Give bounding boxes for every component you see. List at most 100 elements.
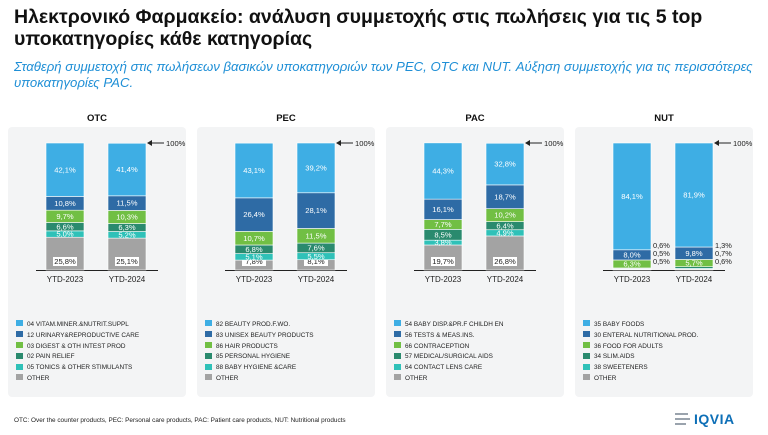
legend-item: 36 FOOD FOR ADULTS [583, 341, 755, 353]
legend-swatch [16, 331, 23, 338]
chart-panel-nut: NUT 6,3% 8,0% 84,1% 0,6% 0,5% 0,5% YTD-2023 5,7… [575, 113, 755, 397]
legend-label: 64 CONTACT LENS CARE [405, 364, 483, 372]
legend-swatch [583, 341, 590, 348]
data-label: 10,8% [54, 199, 76, 208]
iqvia-logo: IQVIA [675, 411, 735, 427]
data-label: 10,3% [116, 213, 138, 222]
legend-swatch [394, 363, 401, 370]
x-tick-label: YTD-2023 [47, 275, 84, 284]
data-label-bg [431, 257, 455, 266]
data-label: 8,5% [434, 230, 452, 239]
legend-label: 66 CONTRACEPTION [405, 342, 470, 350]
data-label: 16,1% [432, 205, 454, 214]
data-label: 5,5% [307, 252, 325, 261]
data-label: 41,4% [116, 165, 138, 174]
chart-panel-pec: PEC 7,8% 5,1% 6,8% 10,7% 26,4% 43,1% YTD-2023 8… [197, 113, 377, 397]
data-label: 11,5% [306, 231, 327, 240]
bar-segment [485, 142, 525, 186]
legend-item: OTHER [205, 374, 377, 385]
legend-label: 86 HAIR PRODUCTS [216, 342, 278, 350]
legend-item: OTHER [394, 374, 566, 385]
legend-swatch [205, 363, 212, 370]
legend-swatch [394, 374, 401, 381]
legend-label: 85 PERSONAL HYGIENE [216, 353, 290, 361]
legend-item: 35 BABY FOODS [583, 320, 755, 331]
legend-label: 56 TESTS & MEAS.INS. [405, 331, 475, 339]
stacked-bar-chart-pec: 7,8%5,1%6,8% 10,7% 26,4% 43,1% YTD-2023 8,1%5… [225, 139, 375, 284]
data-label: 84,1% [621, 192, 643, 201]
data-label-bg [53, 257, 77, 266]
legend-swatch [16, 352, 23, 359]
legend-swatch [205, 374, 212, 381]
legend-swatch [583, 320, 590, 327]
data-label: 10,7% [243, 234, 265, 243]
legend-swatch [16, 363, 23, 370]
bar-segment [107, 142, 147, 197]
top-label: 100% [355, 139, 375, 148]
data-label: 6,3% [118, 223, 136, 232]
legend-swatch [394, 341, 401, 348]
legend-label: 34 SLIM.AIDS [594, 353, 635, 361]
data-label: 0,6% [653, 241, 670, 250]
data-label: 42,1% [54, 165, 76, 174]
stacked-bar-chart-otc: 25,8% 5,0%6,6%9,7% 10,8% 42,1% YTD-2023 25,1%… [36, 139, 186, 284]
legend-label: 57 MEDICAL/SURGICAL AIDS [405, 353, 493, 361]
legend-swatch [16, 320, 23, 327]
top-label: 100% [544, 139, 564, 148]
top-arrow-head [714, 140, 719, 146]
data-label: 44,3% [432, 167, 454, 176]
legend-item: OTHER [16, 374, 188, 385]
legend-swatch [394, 320, 401, 327]
legend-item: 57 MEDICAL/SURGICAL AIDS [394, 352, 566, 363]
data-label: 1,3% [715, 241, 732, 250]
page-subtitle: Σταθερή συμμετοχή στις πωλήσεων βασικών … [14, 59, 753, 90]
legend-item: 82 BEAUTY PROD.F.WO. [205, 320, 377, 331]
legend-item: 30 ENTERAL NUTRITIONAL PROD. [583, 331, 755, 342]
data-label: 26,4% [243, 210, 265, 219]
logo-text: IQVIA [694, 411, 735, 427]
x-tick-label: YTD-2024 [109, 275, 146, 284]
legend-label: 30 ENTERAL NUTRITIONAL PROD. [594, 331, 699, 339]
legend-item: 85 PERSONAL HYGIENE [205, 352, 377, 363]
legend-label: 83 UNISEX BEAUTY PRODUCTS [216, 331, 314, 339]
legend: 54 BABY DISP.&PR.F CHILDH EN 56 TESTS & M… [394, 320, 566, 385]
data-label: 3,8% [434, 238, 452, 247]
data-label: 6,6% [56, 222, 74, 231]
data-label: 0,5% [653, 249, 670, 258]
top-arrow-head [336, 140, 341, 146]
data-label: 7,7% [434, 220, 452, 229]
legend-label: OTHER [405, 374, 428, 382]
legend-label: 82 BEAUTY PROD.F.WO. [216, 321, 291, 328]
chart-panel-otc: OTC 25,8% 5,0% 6,6% 9,7% 10,8% 42,1% YTD-2023 2… [8, 113, 188, 397]
data-label: 9,7% [56, 212, 74, 221]
bar-segment [423, 142, 463, 200]
data-label: 43,1% [243, 166, 265, 175]
bar-segment [296, 142, 336, 194]
data-label: 6,8% [245, 245, 263, 254]
legend-item: OTHER [583, 374, 755, 385]
legend-label: 38 SWEETENERS [594, 364, 648, 372]
data-label: 8,1% [307, 257, 325, 266]
legend-swatch [16, 341, 23, 348]
legend-swatch [205, 341, 212, 348]
x-tick-label: YTD-2024 [487, 275, 524, 284]
legend-swatch [394, 331, 401, 338]
x-tick-label: YTD-2024 [676, 275, 713, 284]
data-label: 25,8% [54, 257, 76, 266]
legend-item: 38 SWEETENERS [583, 363, 755, 374]
data-label: 39,2% [305, 163, 327, 172]
legend-item: 64 CONTACT LENS CARE [394, 363, 566, 374]
page-title: Ηλεκτρονικό Φαρμακείο: ανάλυση συμμετοχή… [14, 6, 703, 50]
data-label: 32,8% [494, 160, 516, 169]
data-label: 0,6% [715, 257, 732, 266]
legend-item: 54 BABY DISP.&PR.F CHILDH EN [394, 320, 566, 331]
legend-label: OTHER [594, 374, 617, 382]
legend-label: 35 BABY FOODS [594, 321, 645, 328]
data-label: 81,9% [683, 191, 705, 200]
top-arrow-head [525, 140, 530, 146]
chart-title: PEC [276, 113, 296, 124]
x-tick-label: YTD-2024 [298, 275, 335, 284]
data-label: 0,7% [715, 249, 732, 258]
data-label: 18,7% [494, 192, 516, 201]
top-arrow-head [147, 140, 152, 146]
